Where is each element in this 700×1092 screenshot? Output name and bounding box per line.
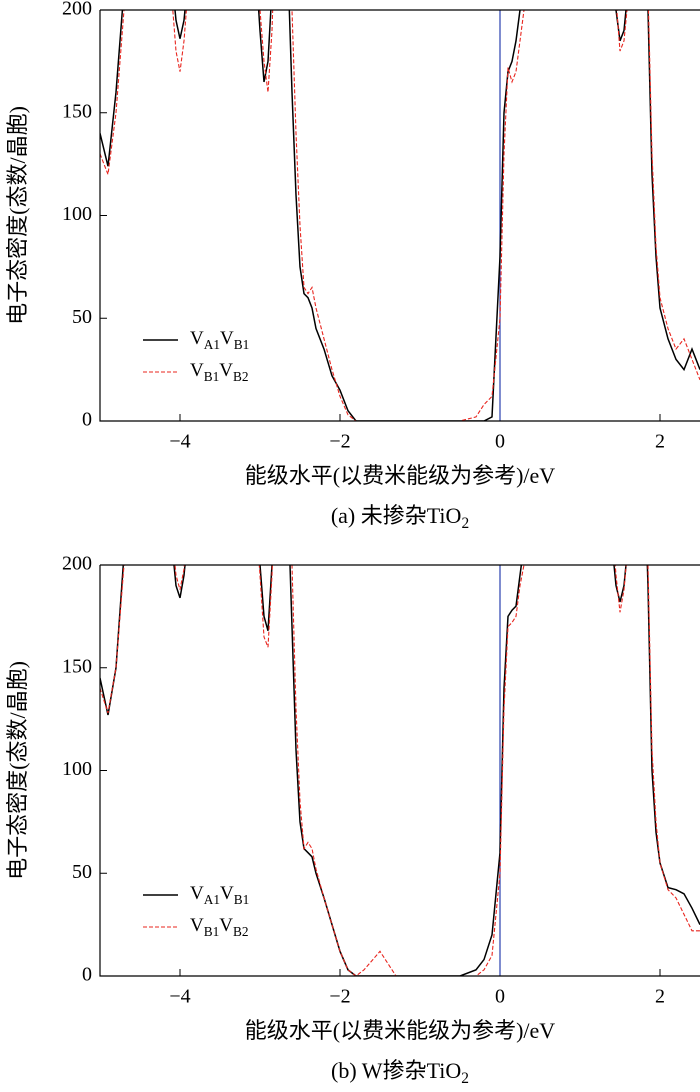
y-axis-label: 电子态密度(态数/晶胞) bbox=[5, 661, 30, 880]
legend-label: VB1VB2 bbox=[190, 360, 249, 384]
series-line bbox=[100, 565, 700, 976]
x-axis-label: 能级水平(以费米能级为参考)/eV bbox=[245, 463, 556, 488]
y-tick-label: 150 bbox=[62, 655, 92, 677]
x-tick-label: 2 bbox=[655, 986, 665, 1008]
axis-frame bbox=[99, 564, 700, 977]
x-tick-label: −4 bbox=[169, 431, 190, 453]
y-axis-label: 电子态密度(态数/晶胞) bbox=[5, 106, 30, 325]
axis-frame bbox=[99, 9, 700, 422]
y-tick-label: 0 bbox=[82, 409, 92, 431]
x-tick-label: −2 bbox=[329, 431, 350, 453]
y-tick-label: 100 bbox=[62, 758, 92, 780]
series-line bbox=[100, 10, 700, 421]
y-tick-label: 200 bbox=[62, 553, 92, 575]
legend-label: VA1VB1 bbox=[190, 328, 249, 352]
x-tick-label: 0 bbox=[495, 431, 505, 453]
y-tick-label: 200 bbox=[62, 0, 92, 20]
legend-label: VB1VB2 bbox=[190, 915, 249, 939]
caption: (a) 未掺杂TiO2 bbox=[331, 503, 469, 531]
y-tick-label: 50 bbox=[72, 306, 92, 328]
x-tick-label: −4 bbox=[169, 986, 190, 1008]
y-tick-label: 100 bbox=[62, 203, 92, 225]
y-tick-label: 150 bbox=[62, 100, 92, 122]
x-tick-label: 2 bbox=[655, 431, 665, 453]
y-tick-label: 0 bbox=[82, 964, 92, 986]
y-tick-label: 50 bbox=[72, 861, 92, 883]
legend-label: VA1VB1 bbox=[190, 883, 249, 907]
caption: (b) W掺杂TiO2 bbox=[331, 1058, 469, 1086]
series-line bbox=[100, 10, 700, 421]
x-axis-label: 能级水平(以费米能级为参考)/eV bbox=[245, 1018, 556, 1043]
x-tick-label: −2 bbox=[329, 986, 350, 1008]
x-tick-label: 0 bbox=[495, 986, 505, 1008]
